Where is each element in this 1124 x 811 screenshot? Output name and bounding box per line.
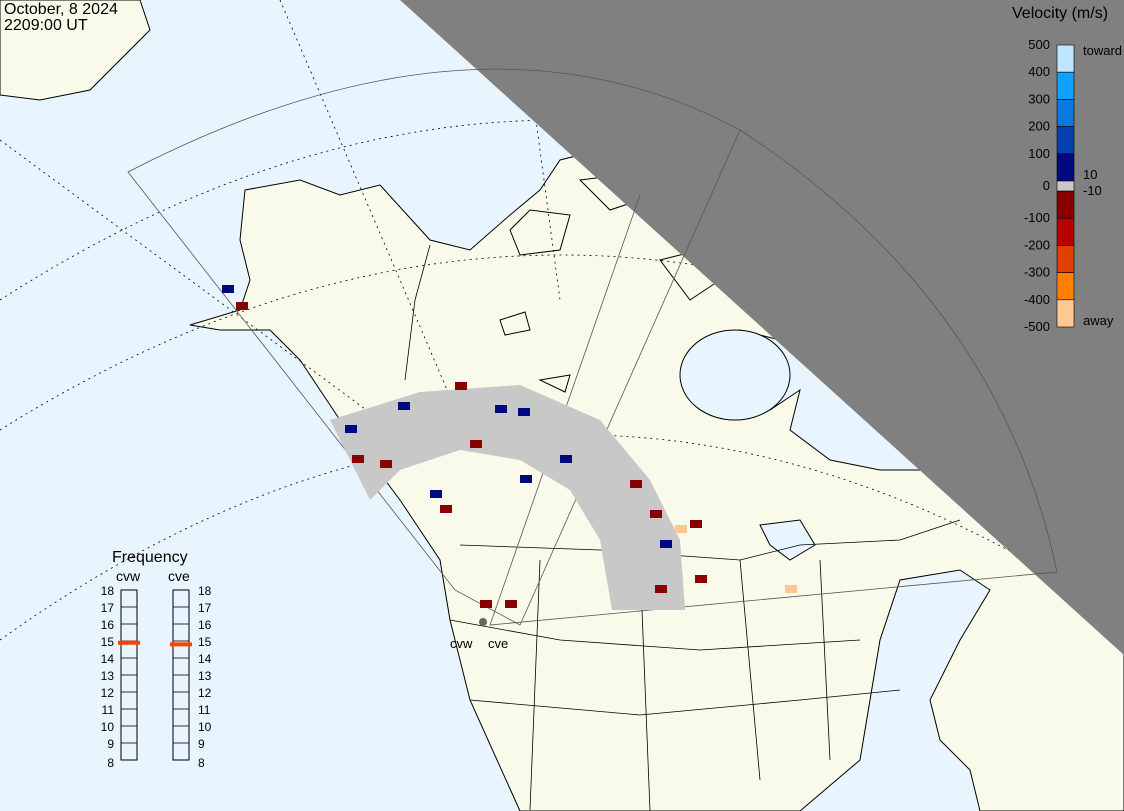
date-label: October, 8 2024 [4,1,118,18]
radar-fields-of-view [127,68,1058,626]
radar-label-cve: cve [488,636,508,651]
velocity-cell [650,510,662,518]
frequency-tick: 12 [198,686,212,700]
colorbar-tick: 200 [1028,119,1050,134]
colorbar-segment [1056,299,1075,328]
frequency-legend-title: Frequency [112,549,188,566]
velocity-cell [495,405,507,413]
colorbar-tick: -200 [1024,237,1050,252]
velocity-cells [222,285,797,608]
colorbar-tick: -400 [1024,292,1050,307]
frequency-tick: 9 [198,737,205,751]
colorbar-segment [1056,71,1075,100]
frequency-tick: 10 [198,720,212,734]
velocity-cell [518,408,530,416]
velocity-cell [505,600,517,608]
hudson-bay [679,329,791,421]
colorbar-label: away [1083,313,1114,328]
velocity-cell [695,575,707,583]
velocity-cell [675,525,687,533]
colorbar-segment [1056,272,1075,301]
colorbar-segment [1056,217,1075,246]
frequency-tick: 15 [198,635,212,649]
frequency-tick: 11 [198,703,211,717]
frequency-tick: 18 [198,584,212,598]
night-terminator [400,0,1124,655]
radar-label-cvw: cvw [450,636,473,651]
velocity-cell [480,600,492,608]
frequency-tick: 15 [101,635,115,649]
borders [404,244,961,811]
arctic-island [509,209,571,256]
fov-cve [489,129,1058,626]
freq-radar-cvw: cvw [116,568,141,584]
velocity-cell [785,585,797,593]
velocity-cell [470,440,482,448]
frequency-tick: 14 [101,652,115,666]
velocity-cell [380,460,392,468]
velocity-cell [560,455,572,463]
colorbar-tick: 300 [1028,91,1050,106]
velocity-cell [236,302,248,310]
velocity-cell [520,475,532,483]
velocity-cell [660,540,672,548]
frequency-tick: 8 [198,756,205,770]
colorbar-tick: -500 [1024,319,1050,334]
colorbar-segment [1056,44,1075,73]
arctic-island [538,374,571,393]
velocity-cell [455,382,467,390]
velocity-cell [440,505,452,513]
colorbar-label: -10 [1083,183,1102,198]
colorbar-tick: -100 [1024,210,1050,225]
colorbar-label: 10 [1083,167,1097,182]
frequency-tick: 14 [198,652,212,666]
colorbar-segment [1056,126,1075,155]
velocity-cell [430,490,442,498]
colorbar-tick: 400 [1028,64,1050,79]
velocity-legend-title: Velocity (m/s) [1012,5,1109,22]
ground-scatter [330,385,685,610]
velocity-cell [222,285,234,293]
great-lakes [759,519,816,561]
colorbar-tick: 100 [1028,146,1050,161]
frequency-tick: 17 [198,601,212,615]
time-label: 2209:00 UT [4,17,88,34]
arctic-island [499,311,531,336]
frequency-tick: 17 [101,601,115,615]
colorbar-segment [1056,245,1075,273]
frequency-tick: 13 [198,669,212,683]
radar-site [479,618,487,626]
frequency-tick: 18 [101,584,115,598]
freq-radar-cve: cve [168,568,190,584]
frequency-tick: 8 [107,756,114,770]
colorbar-low-velocity [1056,180,1075,192]
velocity-cell [398,402,410,410]
colorbar-segment [1056,190,1075,219]
velocity-cell [630,480,642,488]
frequency-tick: 16 [198,618,212,632]
colorbar-segment [1056,99,1075,127]
frequency-tick: 16 [101,618,115,632]
frequency-tick: 13 [101,669,115,683]
colorbar-tick: -300 [1024,265,1050,280]
colorbar-tick: 500 [1028,37,1050,52]
frequency-tick: 12 [101,686,115,700]
fov-cvw [127,68,741,626]
colorbar-label: toward [1083,43,1122,58]
velocity-cell [352,455,364,463]
colorbar-segment [1056,153,1075,182]
velocity-cell [690,520,702,528]
velocity-colorbar: 500 400 300 200 100 0 -100 -200 -300 -400 -500 towa… [1024,37,1122,334]
frequency-legend: 18 17 16 15 14 13 12 11 10 9 8 18 17 16 15 14 13 12 11 10 9 8 [101,584,212,770]
colorbar-tick: 0 [1043,178,1050,193]
frequency-tick: 9 [107,737,114,751]
frequency-tick: 11 [102,703,115,717]
siberia [0,0,151,101]
frequency-tick: 10 [101,720,115,734]
velocity-cell [655,585,667,593]
velocity-cell [345,425,357,433]
